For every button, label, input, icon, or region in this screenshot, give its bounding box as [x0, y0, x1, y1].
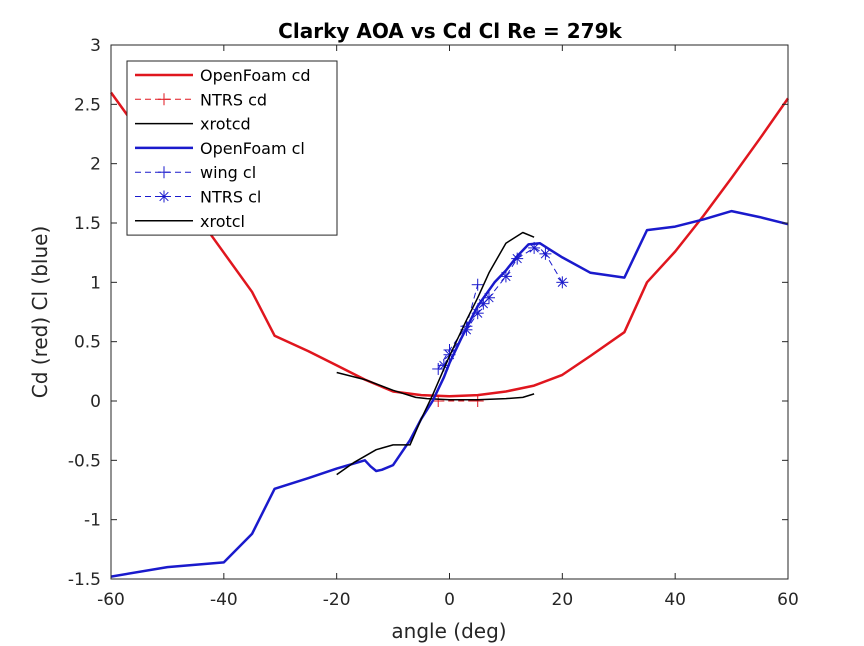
- data-point-ntrs-cl: [461, 325, 472, 335]
- legend-item-openfoam-cl: OpenFoam cl: [135, 139, 305, 158]
- data-point-ntrs-cl: [540, 249, 551, 259]
- legend-item-wing-cl: wing cl: [135, 163, 256, 182]
- legend-marker-ntrs-cl: [159, 191, 169, 202]
- legend-item-ntrs-cd: NTRS cd: [135, 90, 267, 109]
- legend-label-ntrs-cl: NTRS cl: [200, 188, 261, 207]
- series-xrotcd: [336, 371, 535, 401]
- data-point-ntrs-cl: [501, 271, 511, 282]
- legend-label-wing-cl: wing cl: [200, 163, 256, 182]
- series-openfoam-cl: [110, 209, 789, 578]
- y-tick-label: 3: [90, 36, 101, 56]
- legend-item-ntrs-cl: NTRS cl: [135, 188, 261, 207]
- series-line-openfoam-cd: [109, 91, 790, 398]
- series-line-xrotcl: [336, 231, 535, 476]
- y-tick-label: 2.5: [74, 95, 101, 115]
- y-tick-label: 1: [90, 273, 101, 293]
- x-tick-label: -40: [210, 590, 238, 610]
- series-line-openfoam-cl: [110, 209, 789, 578]
- x-tick-label: -20: [323, 590, 351, 610]
- legend-item-xrotcd: xrotcd: [135, 115, 251, 134]
- legend-label-ntrs-cd: NTRS cd: [200, 90, 267, 109]
- data-point-ntrs-cl: [529, 243, 539, 253]
- data-point-ntrs-cl: [557, 277, 568, 288]
- data-point-ntrs-cl: [473, 308, 483, 318]
- x-axis-label: angle (deg): [391, 619, 506, 643]
- x-tick-label: 60: [777, 590, 799, 610]
- legend-label-openfoam-cl: OpenFoam cl: [200, 139, 305, 158]
- axis-ticks: -60 -40 -20 0 20 40 60 -1.5 -1 -0.5 0 0.5 1 1.5 2 2.5 3: [68, 36, 799, 610]
- legend-label-xrotcl: xrotcl: [200, 212, 245, 231]
- legend-item-openfoam-cd: OpenFoam cd: [135, 66, 311, 85]
- x-tick-label: 40: [664, 590, 686, 610]
- x-tick-label: 20: [552, 590, 574, 610]
- y-tick-label: -0.5: [68, 451, 101, 471]
- y-tick-label: 0: [90, 392, 101, 412]
- data-point-ntrs-cl: [484, 293, 494, 303]
- series-line-xrotcd: [336, 371, 535, 401]
- legend-item-xrotcl: xrotcl: [135, 212, 245, 231]
- legend: OpenFoam cd NTRS cd xrotcd OpenFoam cl wing …: [126, 60, 338, 236]
- series-ntrs-cd: [432, 395, 484, 407]
- y-axis-label: Cd (red) Cl (blue): [28, 226, 52, 398]
- y-tick-label: 0.5: [74, 333, 101, 353]
- x-tick-label: 0: [444, 590, 455, 610]
- x-tick-label: -60: [97, 590, 125, 610]
- legend-label-openfoam-cd: OpenFoam cd: [200, 66, 311, 85]
- y-tick-label: -1.5: [68, 570, 101, 590]
- series-openfoam-cd: [109, 91, 790, 398]
- y-tick-label: -1: [84, 511, 101, 531]
- data-point-ntrs-cl: [512, 253, 522, 264]
- series-xrotcl: [336, 231, 535, 476]
- plot-area: [109, 91, 790, 578]
- chart-title: Clarky AOA vs Cd Cl Re = 279k: [278, 19, 622, 43]
- y-tick-label: 1.5: [74, 214, 101, 234]
- legend-label-xrotcd: xrotcd: [200, 115, 251, 134]
- y-tick-label: 2: [90, 155, 101, 175]
